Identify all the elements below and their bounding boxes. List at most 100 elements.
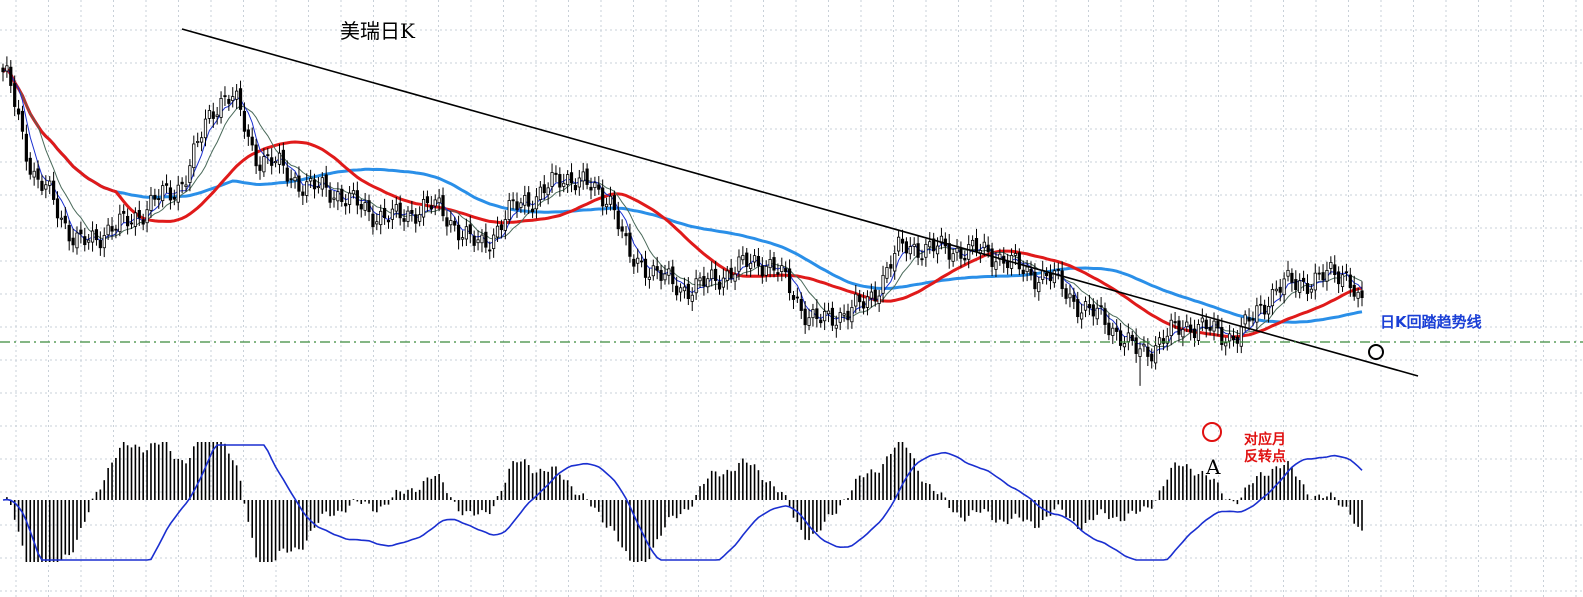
candle-body: [367, 200, 371, 213]
candle-body: [682, 286, 687, 292]
candle-body: [44, 184, 48, 190]
candle-body: [1251, 318, 1255, 321]
candle-body: [1169, 319, 1173, 336]
candle-body: [375, 221, 379, 225]
candle-body: [830, 307, 835, 326]
candle-body: [75, 232, 79, 249]
candle-body: [13, 83, 17, 107]
reversal-marker: [1202, 422, 1222, 442]
candle-body: [869, 291, 873, 299]
candle-body: [1212, 320, 1216, 332]
candle-body: [133, 212, 137, 227]
candle-body: [675, 285, 679, 296]
candle-body: [1048, 272, 1053, 282]
candle-body: [371, 213, 375, 228]
candle-body: [285, 167, 289, 182]
candle-body: [83, 236, 87, 246]
candle-body: [418, 214, 422, 222]
candle-body: [1060, 270, 1064, 290]
candle-body: [873, 289, 877, 302]
candle-body: [663, 273, 667, 281]
candle-body: [153, 194, 157, 200]
candle-body: [1220, 327, 1224, 345]
candle-body: [562, 182, 566, 187]
candle-body: [768, 259, 772, 269]
candle-body: [982, 241, 986, 249]
candle-body: [1029, 269, 1033, 276]
candle-body: [538, 186, 542, 200]
candle-body: [164, 183, 169, 186]
candle-body: [733, 273, 737, 282]
candle-body: [667, 268, 671, 276]
candle-body: [1208, 326, 1212, 331]
candle-body: [900, 238, 905, 244]
candle-body: [1247, 317, 1251, 322]
candle-body: [834, 324, 838, 329]
candle-body: [647, 276, 652, 280]
candle-body: [713, 268, 718, 281]
candle-body: [640, 260, 644, 263]
candle-body: [90, 230, 95, 243]
candle-body: [791, 295, 796, 300]
candle-body: [527, 192, 531, 207]
candle-body: [986, 244, 990, 253]
candle-body: [492, 234, 496, 249]
candle-body: [846, 310, 850, 321]
candle-body: [1118, 330, 1123, 346]
candle-body: [951, 253, 955, 262]
candle-body: [441, 195, 445, 217]
candle-body: [1013, 253, 1018, 256]
candle-body: [262, 156, 266, 173]
candle-body: [729, 267, 733, 279]
candle-body: [706, 278, 710, 288]
candle-body: [87, 239, 91, 243]
reversal-label-line1: 对应月: [1244, 431, 1286, 448]
candle-body: [515, 201, 519, 210]
candle-body: [932, 238, 936, 252]
candle-body: [453, 220, 457, 226]
candle-body: [799, 298, 803, 311]
candle-body: [807, 317, 811, 326]
candle-body: [114, 228, 118, 231]
candle-body: [168, 187, 173, 201]
candle-body: [939, 235, 944, 244]
candle-body: [98, 239, 102, 249]
candle-body: [456, 224, 461, 241]
candle-body: [772, 257, 776, 271]
candle-body: [488, 249, 492, 252]
candle-body: [55, 198, 60, 219]
candle-body: [1216, 320, 1220, 329]
candle-body: [1313, 272, 1317, 291]
candle-body: [67, 225, 71, 242]
candle-body: [266, 154, 270, 157]
candle-body: [180, 181, 184, 185]
candle-body: [881, 274, 885, 294]
candle-body: [861, 301, 866, 309]
candle-body: [1107, 322, 1111, 336]
candle-body: [1329, 262, 1333, 269]
candle-body: [410, 210, 414, 214]
candle-body: [877, 295, 881, 304]
candle-body: [227, 98, 231, 104]
candle-body: [760, 265, 764, 277]
trendline-label: 日K回踏趋势线: [1380, 313, 1482, 331]
candle-body: [1228, 333, 1232, 342]
candle-body: [196, 141, 200, 143]
candle-body: [1052, 270, 1056, 284]
candle-body: [141, 219, 145, 225]
candle-body: [172, 196, 176, 200]
candle-body: [1239, 326, 1243, 347]
overlays: [0, 28, 1583, 442]
candle-body: [472, 235, 476, 246]
candle-body: [1025, 266, 1029, 273]
candle-body: [184, 184, 188, 187]
candle-body: [347, 192, 352, 205]
candle-body: [636, 257, 640, 264]
candle-body: [749, 262, 753, 269]
candle-body: [484, 231, 488, 248]
candle-body: [394, 204, 398, 212]
candle-body: [309, 178, 313, 182]
candle-body: [585, 168, 589, 185]
candle-body: [904, 241, 909, 254]
